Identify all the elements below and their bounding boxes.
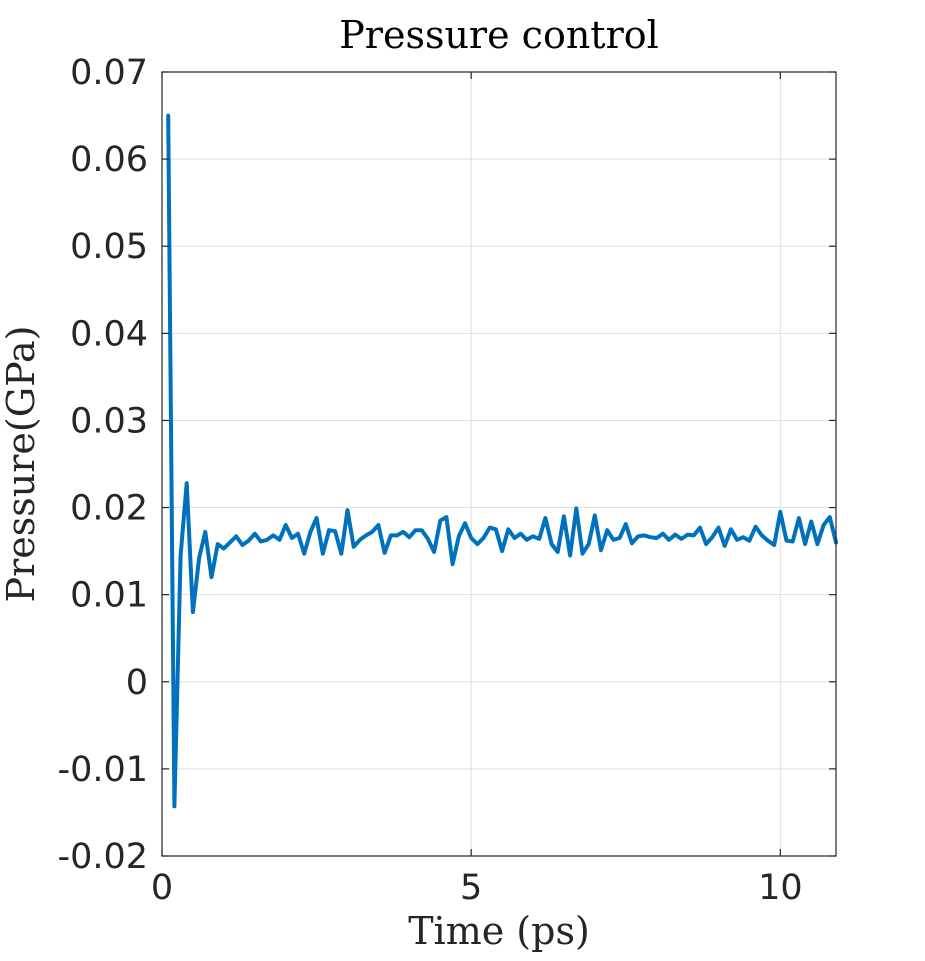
y-tick-label: -0.01 [57, 750, 148, 790]
y-tick-label: 0.04 [70, 314, 148, 354]
y-tick-label: 0.02 [70, 489, 148, 529]
pressure-series-line [166, 113, 838, 809]
chart-title: Pressure control [339, 13, 659, 57]
x-tick-label: 5 [460, 868, 482, 908]
y-tick-label: 0.07 [70, 53, 148, 93]
y-tick-label: 0.05 [70, 227, 148, 267]
plot-background [162, 72, 836, 856]
x-tick-labels: 0 5 10 [151, 868, 803, 908]
x-tick-label: 10 [758, 868, 803, 908]
tick-marks [161, 71, 836, 857]
plot-frame [161, 71, 837, 857]
y-axis-label: Pressure(GPa) [0, 326, 43, 603]
y-tick-label: 0 [126, 663, 148, 703]
y-tick-label: 0.06 [70, 140, 148, 180]
x-tick-label: 0 [151, 868, 173, 908]
y-tick-label: 0.01 [70, 576, 148, 616]
x-axis-label: Time (ps) [408, 909, 590, 953]
series-group [166, 113, 838, 809]
y-tick-labels: -0.02 -0.01 0 0.01 0.02 0.03 0.04 0.05 0.06 0.07 [57, 53, 148, 877]
y-tick-label: -0.02 [57, 837, 148, 877]
y-tick-label: 0.03 [70, 401, 148, 441]
